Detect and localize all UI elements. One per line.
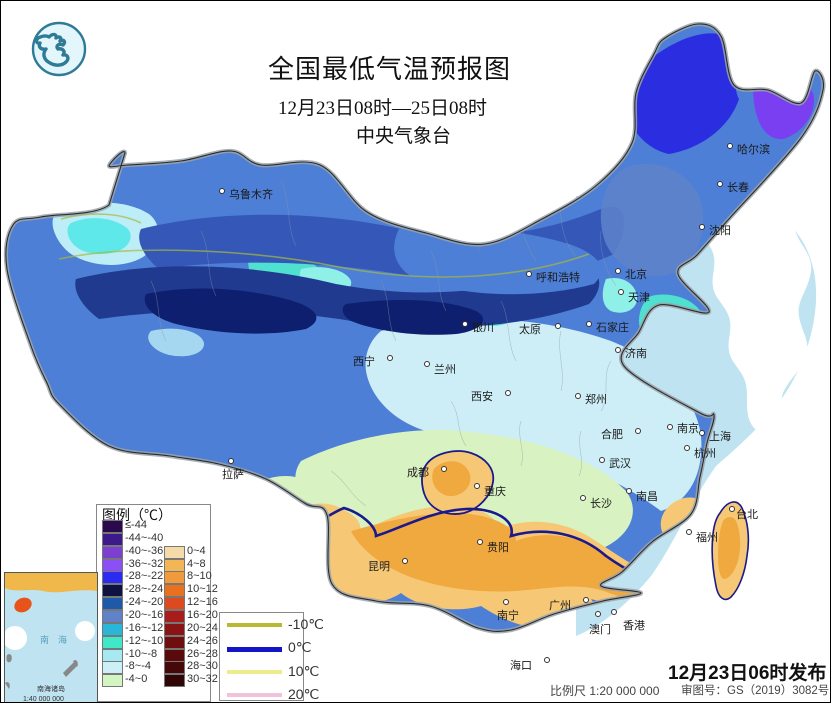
svg-text:1:40 000 000: 1:40 000 000 [23, 696, 64, 703]
svg-text:南海诸岛: 南海诸岛 [37, 684, 65, 693]
svg-text:南 海: 南 海 [40, 634, 67, 645]
